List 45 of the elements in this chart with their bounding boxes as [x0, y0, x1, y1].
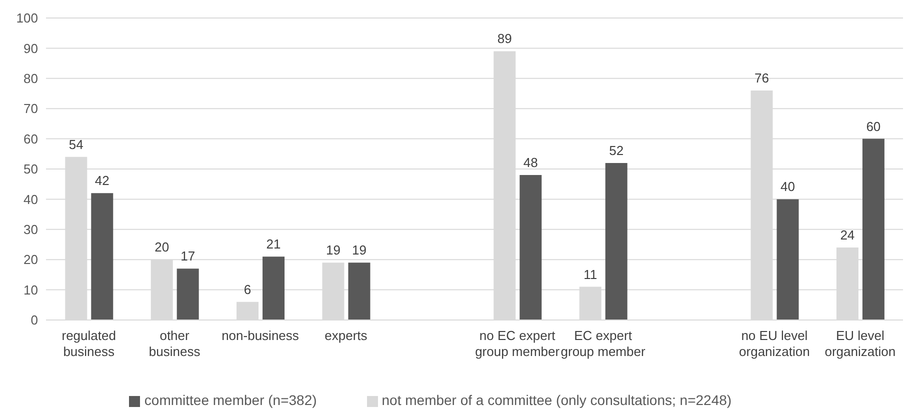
- bar: [176, 268, 199, 320]
- bar: [520, 175, 542, 320]
- x-tick-label: experts: [324, 328, 368, 343]
- data-label: 40: [780, 179, 795, 194]
- bar: [776, 199, 799, 320]
- y-tick-label: 70: [24, 101, 38, 116]
- y-tick-label: 40: [24, 192, 38, 207]
- y-tick-label: 60: [24, 131, 38, 146]
- x-tick-label: no EC expert group member: [475, 328, 560, 359]
- data-label: 24: [840, 228, 855, 243]
- data-label: 42: [94, 173, 110, 188]
- y-tick-label: 10: [24, 282, 38, 298]
- bar: [605, 162, 628, 320]
- y-tick-label: 100: [16, 10, 38, 26]
- data-label: 19: [352, 242, 366, 258]
- bar: [348, 262, 370, 320]
- x-tick-label: regulated business: [62, 328, 116, 359]
- data-label: 21: [266, 236, 281, 252]
- x-tick-label: no EU level organization: [739, 328, 810, 359]
- bar: [862, 138, 884, 320]
- data-label: 54: [68, 136, 84, 152]
- x-tick-label: EC expert group member: [560, 328, 646, 359]
- data-label: 52: [609, 142, 624, 158]
- legend-label: committee member (n=382): [144, 392, 317, 408]
- y-tick-label: 20: [24, 252, 38, 268]
- data-label: 6: [244, 282, 252, 297]
- x-tick-label: other business: [148, 328, 201, 359]
- y-tick-label: 50: [24, 162, 38, 177]
- legend-label: not member of a committee (only consultations; n=2248): [382, 392, 732, 408]
- data-label: 76: [754, 70, 769, 86]
- bar: [262, 256, 285, 320]
- bar: [91, 193, 114, 320]
- data-label: 60: [866, 118, 881, 134]
- x-tick-label: EU level organization: [824, 328, 896, 359]
- data-label: 17: [180, 248, 196, 264]
- data-label: 19: [326, 242, 340, 258]
- data-label: 48: [523, 155, 538, 170]
- data-label: 89: [497, 31, 512, 46]
- x-tick-label: non-business: [222, 328, 300, 343]
- y-tick-label: 30: [24, 222, 38, 238]
- y-tick-label: 90: [24, 40, 38, 56]
- y-tick-label: 80: [24, 71, 38, 86]
- data-label: 11: [584, 266, 598, 282]
- y-tick-label: 0: [30, 312, 38, 328]
- data-label: 20: [154, 240, 170, 255]
